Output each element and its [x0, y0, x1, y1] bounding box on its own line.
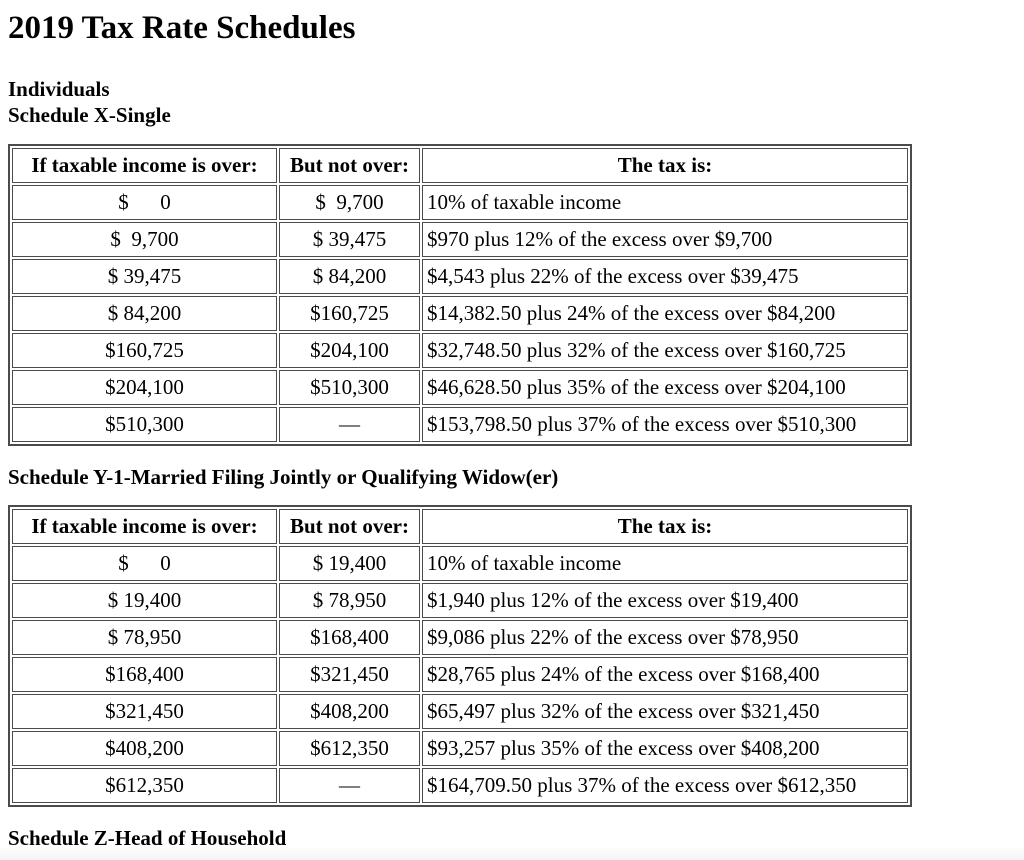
income-over-cell: $ 19,400 [12, 583, 277, 618]
income-over-cell: $612,350 [12, 768, 277, 803]
tax-formula-cell: $32,748.50 plus 32% of the excess over $… [422, 333, 908, 368]
tax-formula-cell: $164,709.50 plus 37% of the excess over … [422, 768, 908, 803]
not-over-cell: $ 39,475 [279, 222, 420, 257]
income-over-cell: $510,300 [12, 407, 277, 442]
table-row: $204,100 $510,300 $46,628.50 plus 35% of t… [12, 370, 908, 405]
section-individuals: Individuals Schedule X-Single [8, 76, 1016, 128]
table-row: $ 9,700 $ 39,475 $970 plus 12% of the exce… [12, 222, 908, 257]
table-header-row: If taxable income is over: But not over:… [12, 148, 908, 183]
tax-formula-cell: $46,628.50 plus 35% of the excess over $… [422, 370, 908, 405]
not-over-cell: — [279, 768, 420, 803]
tax-formula-cell: $153,798.50 plus 37% of the excess over … [422, 407, 908, 442]
table-row: $ 84,200 $160,725 $14,382.50 plus 24% of t… [12, 296, 908, 331]
not-over-cell: $510,300 [279, 370, 420, 405]
column-header-tax-is: The tax is: [422, 509, 908, 544]
tax-formula-cell: $970 plus 12% of the excess over $9,700 [422, 222, 908, 257]
table-row: $ 0 $ 19,400 10% of taxable income [12, 546, 908, 581]
tax-formula-cell: $9,086 plus 22% of the excess over $78,9… [422, 620, 908, 655]
schedule-z-heading: Schedule Z-Head of Household [8, 826, 287, 850]
not-over-cell: $ 78,950 [279, 583, 420, 618]
column-header-income-over: If taxable income is over: [12, 148, 277, 183]
table-row: $ 78,950 $168,400 $9,086 plus 22% of the e… [12, 620, 908, 655]
tax-formula-cell: $1,940 plus 12% of the excess over $19,4… [422, 583, 908, 618]
income-over-cell: $408,200 [12, 731, 277, 766]
income-over-cell: $ 39,475 [12, 259, 277, 294]
schedule-x-heading: Schedule X-Single [8, 103, 171, 127]
tax-formula-cell: $28,765 plus 24% of the excess over $168… [422, 657, 908, 692]
income-over-cell: $ 9,700 [12, 222, 277, 257]
schedule-y1-table: If taxable income is over: But not over:… [8, 505, 912, 807]
table-row: $168,400 $321,450 $28,765 plus 24% of the … [12, 657, 908, 692]
schedule-y1-heading: Schedule Y-1-Married Filing Jointly or Q… [8, 465, 559, 489]
not-over-cell: $168,400 [279, 620, 420, 655]
income-over-cell: $204,100 [12, 370, 277, 405]
table-header-row: If taxable income is over: But not over:… [12, 509, 908, 544]
tax-formula-cell: 10% of taxable income [422, 546, 908, 581]
not-over-cell: $160,725 [279, 296, 420, 331]
table-row: $ 39,475 $ 84,200 $4,543 plus 22% of the e… [12, 259, 908, 294]
tax-formula-cell: $4,543 plus 22% of the excess over $39,4… [422, 259, 908, 294]
not-over-cell: $ 84,200 [279, 259, 420, 294]
not-over-cell: $ 19,400 [279, 546, 420, 581]
not-over-cell: $612,350 [279, 731, 420, 766]
table-row: $510,300— $153,798.50 plus 37% of the exc… [12, 407, 908, 442]
tax-formula-cell: $65,497 plus 32% of the excess over $321… [422, 694, 908, 729]
column-header-not-over: But not over: [279, 148, 420, 183]
schedule-x-table: If taxable income is over: But not over:… [8, 144, 912, 446]
income-over-cell: $ 84,200 [12, 296, 277, 331]
column-header-not-over: But not over: [279, 509, 420, 544]
not-over-cell: — [279, 407, 420, 442]
table-row: $612,350— $164,709.50 plus 37% of the exc… [12, 768, 908, 803]
income-over-cell: $ 0 [12, 185, 277, 220]
table-row: $321,450 $408,200 $65,497 plus 32% of the … [12, 694, 908, 729]
income-over-cell: $ 78,950 [12, 620, 277, 655]
not-over-cell: $321,450 [279, 657, 420, 692]
individuals-label: Individuals [8, 77, 110, 101]
table-row: $ 19,400 $ 78,950 $1,940 plus 12% of the e… [12, 583, 908, 618]
page-bottom-edge [0, 846, 1024, 860]
income-over-cell: $160,725 [12, 333, 277, 368]
page-title: 2019 Tax Rate Schedules [8, 10, 356, 46]
income-over-cell: $321,450 [12, 694, 277, 729]
table-row: $408,200 $612,350 $93,257 plus 35% of the … [12, 731, 908, 766]
column-header-income-over: If taxable income is over: [12, 509, 277, 544]
table-row: $ 0 $ 9,700 10% of taxable income [12, 185, 908, 220]
not-over-cell: $408,200 [279, 694, 420, 729]
not-over-cell: $204,100 [279, 333, 420, 368]
income-over-cell: $168,400 [12, 657, 277, 692]
column-header-tax-is: The tax is: [422, 148, 908, 183]
tax-formula-cell: $14,382.50 plus 24% of the excess over $… [422, 296, 908, 331]
tax-formula-cell: 10% of taxable income [422, 185, 908, 220]
tax-formula-cell: $93,257 plus 35% of the excess over $408… [422, 731, 908, 766]
not-over-cell: $ 9,700 [279, 185, 420, 220]
income-over-cell: $ 0 [12, 546, 277, 581]
table-row: $160,725 $204,100 $32,748.50 plus 32% of t… [12, 333, 908, 368]
